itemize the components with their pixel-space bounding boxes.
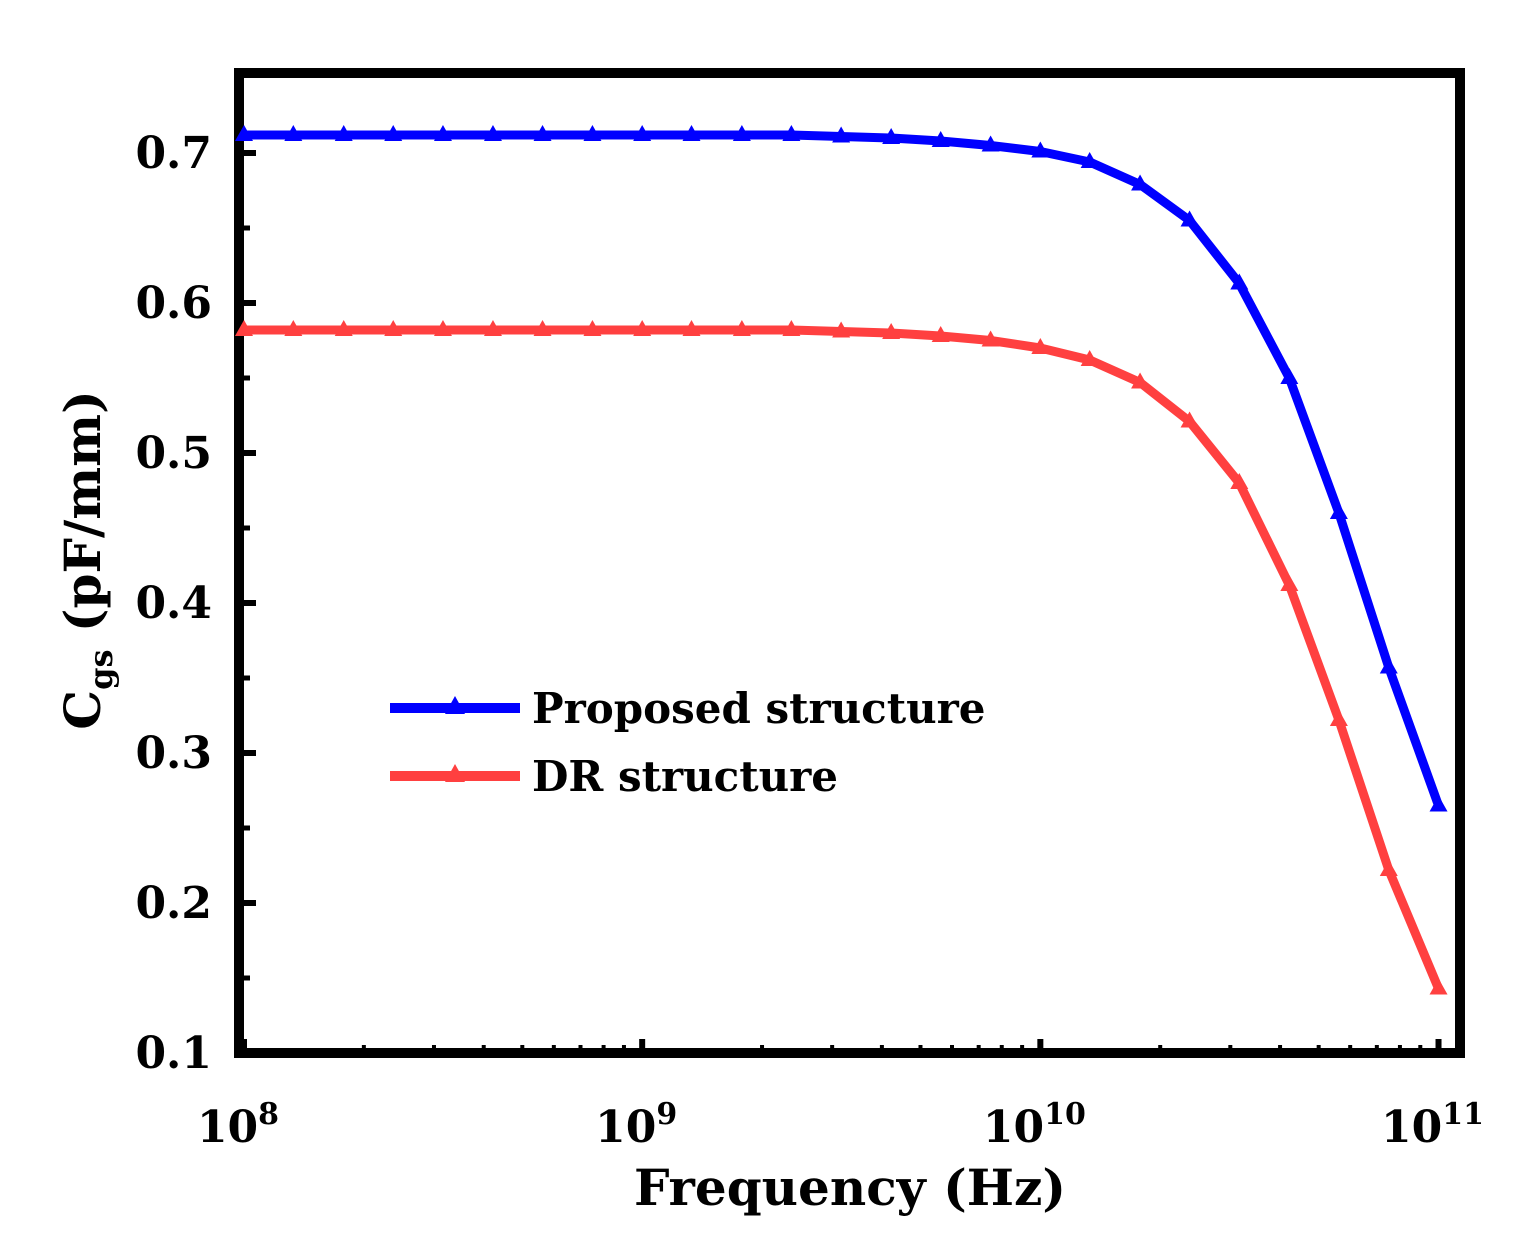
data-point	[732, 125, 751, 141]
x-tick-label: 108	[197, 1097, 279, 1153]
data-point	[1280, 575, 1299, 591]
data-point	[433, 320, 452, 336]
data-point	[533, 320, 552, 336]
legend-label-proposed: Proposed structure	[532, 684, 986, 733]
data-point	[981, 135, 1000, 152]
x-tick-exponent: 9	[656, 1097, 677, 1132]
x-tick-label: 1010	[983, 1097, 1086, 1153]
data-point	[1031, 338, 1050, 354]
data-point	[1131, 372, 1150, 389]
data-point	[1280, 368, 1299, 384]
series-line-1	[244, 325, 1443, 991]
data-point	[334, 125, 353, 141]
data-point	[1379, 657, 1398, 674]
data-point	[633, 320, 652, 336]
x-tick-label: 109	[595, 1097, 677, 1153]
y-tick-label: 0.4	[135, 578, 212, 629]
data-point	[1131, 174, 1150, 191]
data-point	[782, 320, 801, 336]
data-point	[1429, 978, 1448, 995]
y-tick-label: 0.6	[135, 278, 212, 329]
data-point	[483, 125, 502, 141]
data-point	[832, 321, 851, 338]
x-axis-ticks: 108 109 1010 1011	[197, 1039, 1484, 1153]
data-point	[235, 320, 253, 336]
y-tick-label: 0.2	[135, 878, 212, 929]
x-tick-exponent: 8	[258, 1097, 279, 1132]
legend-marker-proposed	[445, 696, 465, 714]
data-point	[1379, 860, 1398, 876]
data-point	[284, 125, 303, 141]
legend-label-dr: DR structure	[532, 752, 838, 801]
data-point	[483, 320, 502, 336]
data-point	[782, 125, 801, 141]
data-point	[1329, 503, 1348, 519]
y-tick-label: 0.5	[135, 428, 212, 479]
data-point	[682, 320, 701, 336]
data-point	[1031, 141, 1050, 158]
data-point	[433, 125, 452, 141]
x-tick-base: 10	[1381, 1102, 1442, 1153]
data-point	[1429, 795, 1448, 812]
data-point	[1230, 273, 1249, 290]
y-axis-title-main: C	[53, 690, 112, 730]
data-point	[732, 320, 751, 336]
data-point	[533, 125, 552, 141]
x-tick-base: 10	[595, 1102, 656, 1153]
x-axis-title: Frequency (Hz)	[634, 1158, 1066, 1217]
x-tick-exponent: 11	[1442, 1097, 1484, 1132]
data-point	[832, 126, 851, 143]
y-tick-label: 0.7	[135, 128, 212, 179]
data-point	[931, 326, 950, 342]
data-point	[1080, 152, 1099, 168]
data-point	[1230, 473, 1249, 489]
y-axis-title-unit: (pF/mm)	[53, 390, 112, 649]
legend: Proposed structure DR structure	[390, 684, 986, 801]
x-tick-label: 1011	[1381, 1097, 1484, 1153]
y-axis-ticks: 0.1 0.2 0.3 0.4 0.5 0.6 0.7	[135, 128, 256, 1079]
x-tick-base: 10	[197, 1102, 258, 1153]
x-tick-base: 10	[983, 1102, 1044, 1153]
data-point	[583, 320, 602, 336]
data-point	[633, 125, 652, 141]
data-point	[682, 125, 701, 141]
data-point	[334, 320, 353, 336]
data-point	[1180, 210, 1199, 227]
y-axis-title: Cgs (pF/mm)	[53, 390, 120, 729]
legend-marker-dr	[445, 764, 465, 782]
data-point	[284, 320, 303, 336]
data-point	[882, 323, 901, 339]
plot-frame	[234, 68, 1465, 1058]
data-point	[882, 128, 901, 144]
data-point	[583, 125, 602, 141]
data-point	[1080, 350, 1099, 366]
series-layer	[235, 125, 1448, 995]
y-axis-title-sub: gs	[82, 650, 120, 690]
data-point	[931, 131, 950, 147]
data-point	[981, 330, 1000, 347]
data-point	[1180, 411, 1199, 428]
data-point	[384, 320, 403, 336]
data-point	[1329, 710, 1348, 726]
data-point	[235, 125, 253, 141]
y-tick-label: 0.1	[135, 1028, 212, 1079]
y-tick-label: 0.3	[135, 728, 212, 779]
data-point	[384, 125, 403, 141]
x-tick-exponent: 10	[1044, 1097, 1086, 1132]
